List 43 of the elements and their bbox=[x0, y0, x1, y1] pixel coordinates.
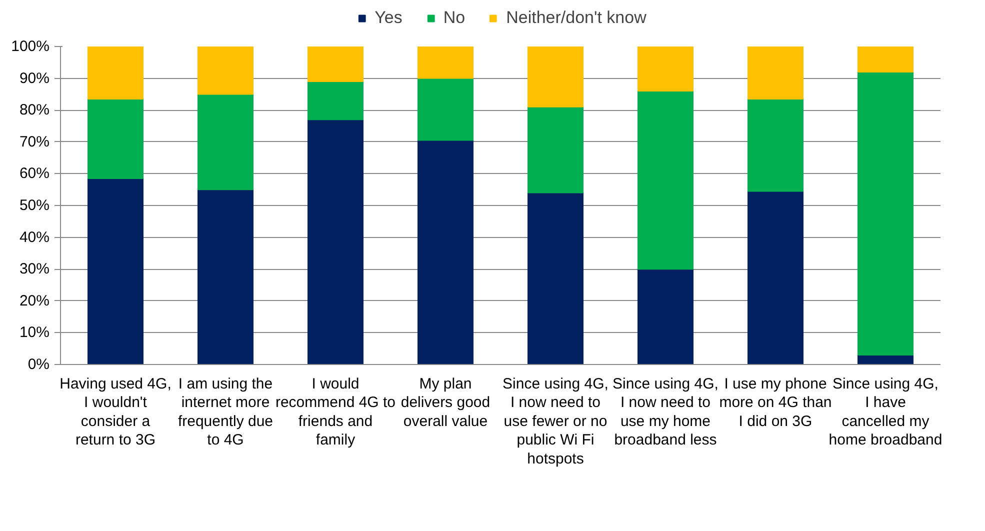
y-tick-label: 80% bbox=[19, 102, 50, 119]
bar bbox=[638, 90, 694, 270]
y-tick-label: 100% bbox=[11, 38, 50, 55]
bar bbox=[88, 46, 144, 100]
bar bbox=[528, 46, 584, 108]
y-tick-label: 90% bbox=[19, 70, 50, 87]
x-tick-label: I am using the internet more frequently due to 4G bbox=[178, 376, 274, 449]
y-tick-label: 20% bbox=[19, 292, 50, 310]
bar bbox=[198, 46, 254, 95]
bar bbox=[308, 80, 364, 120]
x-tick-label: Since using 4G, I now need to use my home broadband less bbox=[612, 376, 718, 449]
bar bbox=[748, 46, 804, 100]
bar bbox=[858, 71, 914, 356]
y-tick-label: 70% bbox=[19, 133, 50, 150]
x-tick-label: My plan delivers good overall value bbox=[400, 376, 490, 430]
bar bbox=[748, 190, 804, 364]
x-tick-label: I would recommend 4G to friends and family bbox=[275, 376, 396, 449]
bar bbox=[638, 268, 694, 364]
y-tick-label: 60% bbox=[19, 165, 50, 182]
bar bbox=[748, 98, 804, 192]
legend-label: No bbox=[443, 8, 466, 28]
y-tick-label: 30% bbox=[19, 260, 50, 278]
y-tick-label: 40% bbox=[19, 228, 50, 246]
bar bbox=[638, 46, 694, 92]
legend-label: Yes bbox=[374, 8, 402, 28]
bar bbox=[308, 46, 364, 82]
x-tick-label: Having used 4G, I wouldn't consider a return to 3G bbox=[60, 376, 172, 449]
y-tick-label: 10% bbox=[19, 324, 50, 342]
bar bbox=[528, 192, 584, 364]
y-tick-label: 50% bbox=[19, 197, 50, 214]
x-tick-label: Since using 4G, I now need to use fewer or no public Wi Fi hotspots bbox=[502, 376, 608, 468]
bar bbox=[88, 178, 144, 364]
bar bbox=[88, 98, 144, 179]
bar bbox=[308, 119, 364, 364]
bar bbox=[418, 78, 474, 141]
bar bbox=[528, 106, 584, 194]
bar bbox=[858, 46, 914, 72]
bar bbox=[418, 140, 474, 364]
bar bbox=[418, 46, 474, 79]
legend-label: Neither/don't know bbox=[506, 8, 646, 28]
bar bbox=[198, 94, 254, 190]
y-tick-label: 0% bbox=[28, 356, 50, 373]
bar bbox=[198, 189, 254, 364]
